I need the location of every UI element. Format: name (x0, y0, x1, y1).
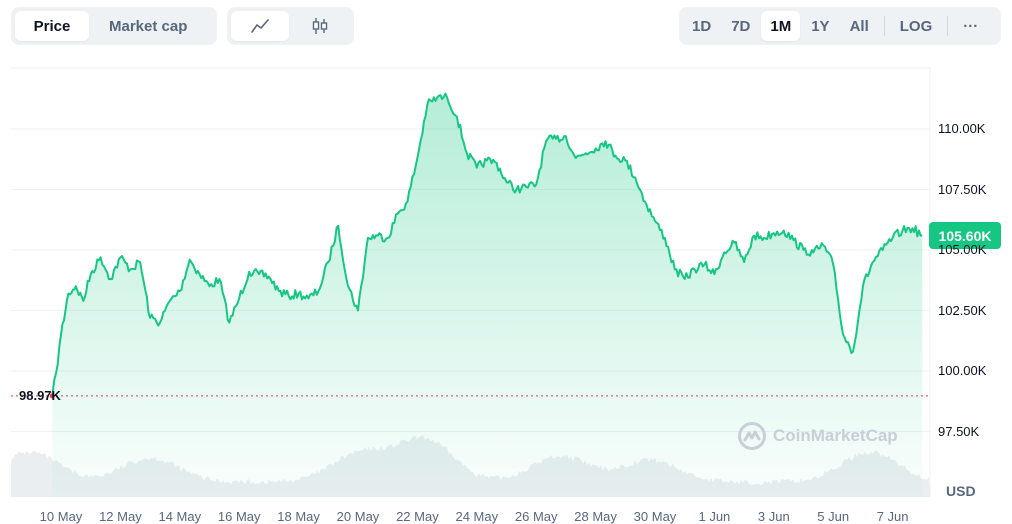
y-tick-label: 107.50K (938, 181, 987, 197)
x-tick-label: 10 May (39, 509, 83, 524)
more-options-button[interactable]: ··· (963, 17, 979, 35)
time-range-toggle: 1D 7D 1M 1Y All LOG ··· (679, 7, 1001, 45)
watermark-text: CoinMarketCap (773, 426, 898, 445)
y-tick-label: 100.00K (938, 363, 987, 378)
y-tick-label: 102.50K (938, 302, 987, 318)
candlestick-icon (312, 18, 328, 34)
candlestick-view-button[interactable] (291, 11, 349, 41)
range-1m[interactable]: 1M (761, 11, 801, 41)
tab-price[interactable]: Price (15, 11, 89, 41)
line-view-button[interactable] (231, 11, 289, 41)
x-tick-label: 16 May (217, 509, 261, 524)
start-price-label: 98.97K (19, 387, 61, 403)
tab-market-cap[interactable]: Market cap (109, 17, 188, 35)
x-tick-label: 18 May (277, 509, 320, 524)
x-tick-label: 12 May (99, 509, 142, 524)
x-tick-label: 14 May (158, 509, 202, 524)
current-price-tag: 105.60K (929, 222, 1001, 250)
log-scale-button[interactable]: LOG (899, 17, 933, 35)
x-tick-label: 3 Jun (757, 509, 790, 524)
x-tick-label: 24 May (455, 509, 499, 524)
coinmarketcap-logo-icon (738, 422, 766, 450)
price-area (52, 93, 923, 497)
x-tick-label: 26 May (514, 509, 558, 524)
x-tick-label: 22 May (396, 509, 439, 524)
currency-label: USD (946, 483, 976, 499)
x-tick-label: 1 Jun (698, 509, 731, 524)
y-tick-label: 105.00K (938, 242, 987, 257)
x-tick-label: 30 May (633, 509, 677, 524)
coinmarketcap-watermark: CoinMarketCap (737, 421, 898, 451)
range-1y[interactable]: 1Y (811, 17, 830, 35)
y-tick-label: 110.00K (938, 121, 986, 136)
range-divider (947, 16, 949, 36)
start-price-marker (49, 393, 55, 399)
range-divider (883, 16, 885, 36)
y-tick-label: 97.50K (938, 423, 980, 439)
x-tick-label: 28 May (574, 509, 617, 524)
x-tick-label: 5 Jun (817, 509, 850, 524)
x-tick-label: 20 May (336, 509, 380, 524)
range-all[interactable]: All (849, 17, 869, 35)
chart-view-toggle (227, 7, 354, 45)
price-line (51, 92, 923, 397)
price-marketcap-toggle: Price Market cap (11, 7, 217, 45)
range-7d[interactable]: 7D (731, 17, 751, 35)
range-1d[interactable]: 1D (692, 17, 712, 35)
x-tick-label: 7 Jun (876, 509, 909, 524)
line-chart-icon (251, 19, 269, 33)
